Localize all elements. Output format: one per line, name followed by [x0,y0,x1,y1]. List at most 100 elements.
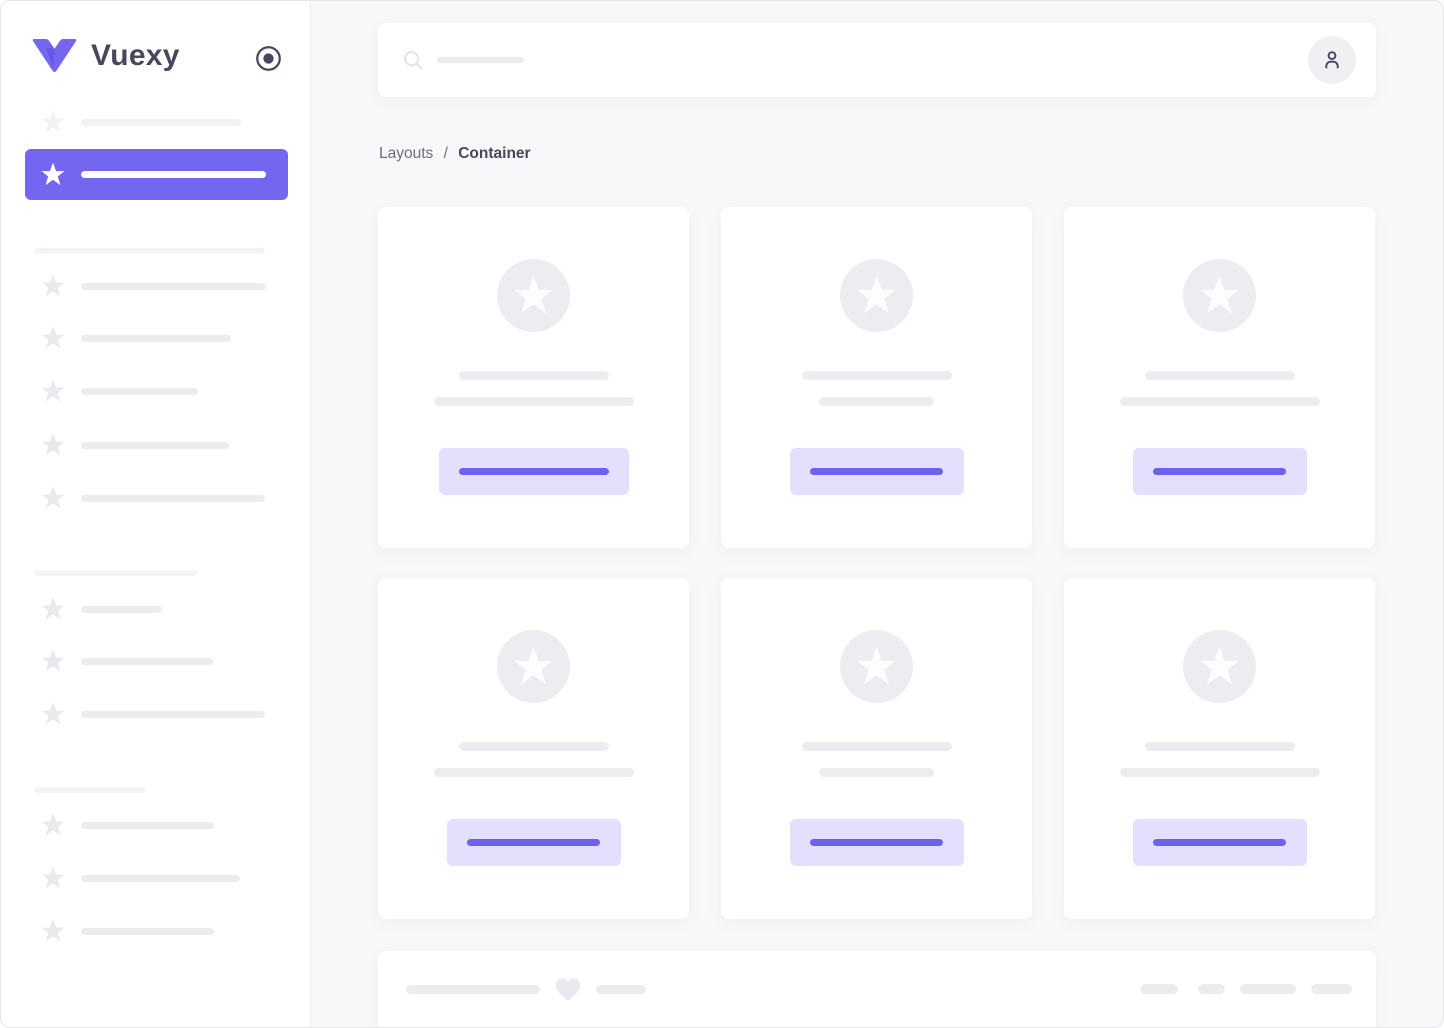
placeholder-card [1064,578,1375,919]
menu-label-skeleton [81,118,241,126]
sidebar-item-skeleton[interactable] [41,110,241,134]
sidebar-item-skeleton[interactable] [41,919,214,943]
star-icon [857,275,896,314]
menu-label-skeleton [81,387,198,395]
subtitle-skeleton [433,768,634,777]
star-icon [41,379,65,402]
title-skeleton [458,742,609,751]
sidebar-item-skeleton[interactable] [41,379,198,403]
menu-label-skeleton [81,171,266,178]
sidebar-item-skeleton[interactable] [41,649,213,673]
user-avatar-button[interactable] [1308,36,1356,84]
menu-label-skeleton [81,441,229,449]
sidebar-item-skeleton[interactable] [41,326,231,350]
breadcrumb-current: Container [458,145,531,162]
star-icon [41,702,65,725]
star-icon [41,162,65,186]
star-icon [514,646,553,685]
card-action-button[interactable] [1132,819,1307,866]
breadcrumb-parent-link[interactable]: Layouts [379,145,434,162]
radio-circle-icon [256,46,281,71]
menu-label-skeleton [81,282,266,290]
card-action-button[interactable] [438,448,629,495]
sidebar-section-header-skeleton [34,787,146,793]
star-icon [41,597,65,620]
star-icon [1200,646,1239,685]
button-label-skeleton [467,839,600,846]
button-label-skeleton [1153,468,1286,475]
heart-icon [555,978,581,1001]
sidebar: Vuexy [1,1,311,1027]
menu-label-skeleton [81,821,214,829]
title-skeleton [801,742,952,751]
sidebar-item-skeleton[interactable] [41,813,214,837]
sidebar-section-header-skeleton [34,570,197,576]
menu-label-skeleton [81,710,265,718]
title-skeleton [801,371,952,380]
placeholder-card [721,207,1032,548]
sidebar-item-skeleton[interactable] [41,486,265,510]
star-icon [41,110,65,133]
star-icon [41,274,65,297]
avatar-circle [1183,259,1256,332]
star-icon [1200,275,1239,314]
avatar-circle [840,630,913,703]
subtitle-skeleton [1119,397,1320,406]
sidebar-item-skeleton[interactable] [41,702,265,726]
card-action-button[interactable] [446,819,621,866]
menu-label-skeleton [81,605,162,613]
menu-label-skeleton [81,334,231,342]
footer-link-skeleton[interactable] [1311,984,1352,994]
footer-link-skeleton[interactable] [1240,984,1296,994]
sidebar-item-skeleton[interactable] [41,274,266,298]
subtitle-skeleton [433,397,634,406]
avatar-circle [497,630,570,703]
search-input[interactable] [402,49,1308,71]
footer-links [1140,984,1352,994]
cards-grid [378,207,1376,919]
star-icon [857,646,896,685]
placeholder-card [721,578,1032,919]
subtitle-skeleton [819,397,934,406]
sidebar-section-header-skeleton [34,248,265,254]
card-action-button[interactable] [789,819,964,866]
title-skeleton [1144,742,1295,751]
star-icon [41,919,65,942]
vuexy-logo-icon [32,39,77,73]
subtitle-skeleton [819,768,934,777]
button-label-skeleton [810,839,943,846]
card-action-button[interactable] [789,448,964,495]
menu-label-skeleton [81,927,214,935]
footer [378,951,1376,1027]
menu-label-skeleton [81,494,265,502]
placeholder-card [1064,207,1375,548]
breadcrumb: Layouts / Container [379,145,531,163]
sidebar-item-active[interactable] [25,149,288,200]
avatar-circle [497,259,570,332]
button-label-skeleton [1153,839,1286,846]
star-icon [41,813,65,836]
footer-text-skeleton [406,985,540,994]
footer-copyright [406,977,646,1002]
star-icon [41,486,65,509]
avatar-circle [1183,630,1256,703]
footer-link-skeleton[interactable] [1140,984,1178,994]
avatar-circle [840,259,913,332]
placeholder-card [378,207,689,548]
card-action-button[interactable] [1132,448,1307,495]
subtitle-skeleton [1119,768,1320,777]
star-icon [41,866,65,889]
search-placeholder-skeleton [437,57,524,63]
brand-link[interactable]: Vuexy [31,39,180,73]
person-icon [1325,51,1339,69]
menu-label-skeleton [81,874,240,882]
star-icon [514,275,553,314]
sidebar-pin-toggle[interactable] [255,45,282,72]
sidebar-item-skeleton[interactable] [41,597,162,621]
star-icon [41,649,65,672]
placeholder-card [378,578,689,919]
footer-link-skeleton[interactable] [1198,984,1225,994]
sidebar-item-skeleton[interactable] [41,866,240,890]
sidebar-item-skeleton[interactable] [41,433,229,457]
